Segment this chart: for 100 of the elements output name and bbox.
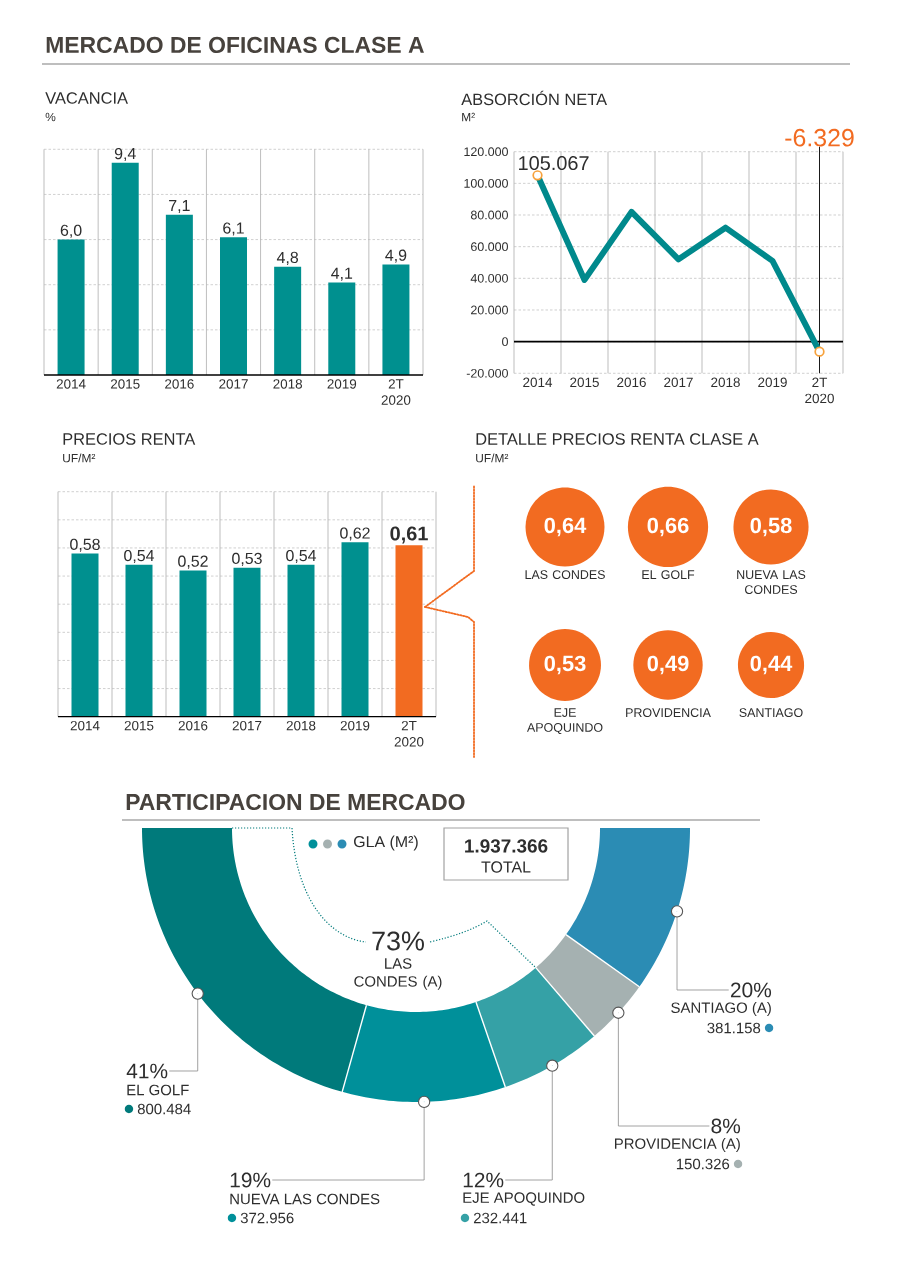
category-label: EJE APOQUINDO xyxy=(526,708,603,735)
x-tick-label: 2015 xyxy=(124,720,154,731)
data-label: 0,54 xyxy=(286,549,317,564)
ref-line-label: -6.329 xyxy=(785,128,854,147)
x-tick-label: 2018 xyxy=(711,377,740,387)
bar xyxy=(179,570,207,717)
y-tick-label: -20.000 xyxy=(466,368,508,378)
text: GLA (M²) xyxy=(354,835,418,851)
y-tick-label: 120.000 xyxy=(464,147,508,157)
x-tick-label: 2018 xyxy=(286,720,316,731)
bar xyxy=(382,264,410,375)
text: MERCADO DE OFICINAS CLASE A xyxy=(46,36,424,54)
x-tick-label: 2016 xyxy=(617,377,646,387)
data-label: 0,49 xyxy=(647,655,689,675)
y-tick-label: 100.000 xyxy=(464,178,508,188)
x-tick-label: 2017 xyxy=(664,377,693,387)
category-label: PROVIDENCIA xyxy=(626,708,711,718)
text: 19% xyxy=(230,1172,271,1188)
chart-title: PRECIOS RENTA xyxy=(63,433,196,445)
data-label: 0,58 xyxy=(750,517,792,537)
y-tick-label: 0 xyxy=(502,337,508,347)
text: LAS CONDES (A) xyxy=(354,958,442,990)
data-label: 4,8 xyxy=(276,251,299,265)
x-tick-label: 2T 2020 xyxy=(381,379,411,405)
bar xyxy=(220,237,247,375)
data-label: 7,1 xyxy=(169,200,190,214)
x-tick-label: 2019 xyxy=(340,720,370,731)
x-tick-label: 2016 xyxy=(165,379,194,389)
x-tick-label: 2T 2020 xyxy=(394,720,424,747)
data-label: 6,1 xyxy=(223,222,244,236)
x-tick-label: 2017 xyxy=(232,720,262,731)
data-label: 150.326 xyxy=(676,1158,730,1170)
category-label: SANTIAGO xyxy=(739,708,803,718)
data-label: 800.484 xyxy=(137,1103,191,1115)
data-label: 0,53 xyxy=(544,655,586,675)
chart-title: PARTICIPACION DE MERCADO xyxy=(126,793,465,811)
bar xyxy=(165,214,193,375)
bar xyxy=(125,564,153,717)
data-label: 105.067 xyxy=(519,156,589,171)
data-label: 0,64 xyxy=(544,517,587,537)
text: 20% xyxy=(730,982,772,998)
x-tick-label: 2015 xyxy=(570,377,599,387)
data-label: 4,1 xyxy=(331,267,353,281)
bar xyxy=(57,239,85,375)
slice-label: EL GOLF xyxy=(127,1084,189,1096)
y-tick-label: 80.000 xyxy=(470,210,508,220)
text: 1.937.366 xyxy=(465,839,548,853)
data-label: 0,52 xyxy=(178,555,208,569)
bar xyxy=(274,266,302,375)
bar xyxy=(287,564,315,717)
y-axis-title: UF/M² xyxy=(63,453,96,463)
slice-label: PROVIDENCIA (A) xyxy=(614,1138,740,1152)
x-tick-label: 2017 xyxy=(219,379,248,389)
bar xyxy=(111,162,139,375)
bar xyxy=(328,282,356,375)
text: 12% xyxy=(463,1172,504,1188)
text: UF/M² xyxy=(476,453,509,463)
data-label: 0,53 xyxy=(232,552,262,566)
bar xyxy=(233,567,261,717)
x-tick-label: 2019 xyxy=(327,379,357,389)
x-tick-label: 2018 xyxy=(273,379,303,389)
data-label: 0,54 xyxy=(124,549,155,564)
chart-title: VACANCIA xyxy=(45,92,128,104)
text: 73% xyxy=(372,931,424,951)
category-label: LAS CONDES xyxy=(525,570,605,580)
chart-title: ABSORCIÓN NETA xyxy=(461,90,608,106)
x-tick-label: 2T 2020 xyxy=(805,377,834,404)
data-label: 381.158 xyxy=(707,1022,761,1034)
x-tick-label: 2016 xyxy=(178,720,208,731)
text: 41% xyxy=(126,1063,168,1079)
data-label: 0,66 xyxy=(647,517,689,537)
data-label: 372.956 xyxy=(240,1212,294,1224)
text: 8% xyxy=(711,1118,741,1134)
x-tick-label: 2015 xyxy=(110,379,140,389)
data-label: 4,9 xyxy=(385,249,407,263)
data-label: 6,0 xyxy=(60,224,82,238)
y-axis-title: % xyxy=(45,112,56,122)
data-label: 0,58 xyxy=(70,538,100,552)
slice-label: NUEVA LAS CONDES xyxy=(230,1193,380,1205)
bar xyxy=(341,542,369,717)
bar xyxy=(71,553,99,717)
data-label: 0,61 xyxy=(390,526,428,544)
data-label: 232.441 xyxy=(473,1212,527,1224)
text: TOTAL xyxy=(481,861,531,873)
slice-label: EJE APOQUINDO xyxy=(463,1192,585,1206)
data-label: 9,4 xyxy=(114,147,136,162)
category-label: NUEVA LAS CONDES xyxy=(737,570,806,594)
y-tick-label: 60.000 xyxy=(471,242,508,252)
data-label: 0,44 xyxy=(750,655,793,675)
y-tick-label: 40.000 xyxy=(470,273,508,283)
x-tick-label: 2014 xyxy=(56,379,86,389)
x-tick-label: 2019 xyxy=(758,377,787,387)
category-label: EL GOLF xyxy=(642,570,695,580)
y-axis-title: M² xyxy=(462,112,475,122)
text: DETALLE PRECIOS RENTA CLASE A xyxy=(476,433,759,445)
x-tick-label: 2014 xyxy=(523,377,553,387)
data-label: 0,62 xyxy=(340,527,370,541)
y-tick-label: 20.000 xyxy=(471,305,508,315)
x-tick-label: 2014 xyxy=(70,720,100,731)
slice-label: SANTIAGO (A) xyxy=(671,1002,771,1016)
